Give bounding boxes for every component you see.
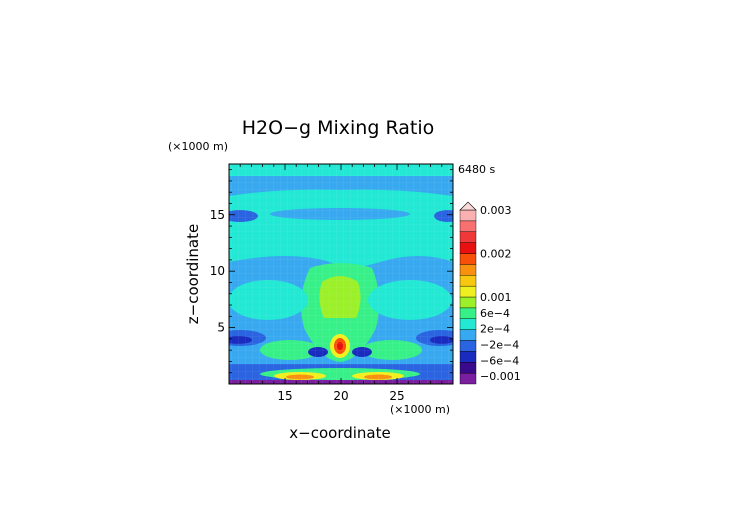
x-unit-label: (×1000 m) xyxy=(390,403,450,416)
colorbar-swatch xyxy=(459,318,477,330)
colorbar-swatch xyxy=(459,329,477,341)
heatmap-field xyxy=(229,164,453,384)
colorbar-swatch xyxy=(459,275,477,287)
colorbar: 0.003 0.002 0.001 6e−4 2e−4 −2e−4 −6e−4 −0.001 xyxy=(459,201,521,385)
x-tick-label: 20 xyxy=(333,389,348,403)
x-ticks: 15 20 25 xyxy=(228,164,454,403)
y-tick-label: 15 xyxy=(210,208,225,222)
colorbar-swatch xyxy=(459,307,477,319)
colorbar-label: 6e−4 xyxy=(480,307,510,320)
colorbar-swatch xyxy=(459,351,477,363)
y-tick-label: 10 xyxy=(210,264,225,278)
time-label: 6480 s xyxy=(458,163,495,176)
chart-title: H2O−g Mixing Ratio xyxy=(242,117,434,139)
colorbar-swatch xyxy=(459,340,477,352)
colorbar-label: 0.003 xyxy=(480,204,512,217)
colorbar-swatch xyxy=(459,253,477,265)
colorbar-label: 0.002 xyxy=(480,248,512,261)
y-tick-label: 5 xyxy=(217,321,225,335)
x-tick-label: 15 xyxy=(277,389,292,403)
colorbar-swatch xyxy=(459,285,477,298)
colorbar-swatch xyxy=(459,242,477,254)
colorbar-swatch xyxy=(459,220,477,232)
colorbar-label: −6e−4 xyxy=(480,354,519,367)
y-axis-label: z−coordinate xyxy=(184,224,202,324)
z-unit-label: (×1000 m) xyxy=(168,140,228,153)
colorbar-label: −0.001 xyxy=(480,370,521,383)
x-axis-label: x−coordinate xyxy=(289,424,390,442)
field-grid-overlay xyxy=(229,164,453,384)
colorbar-swatch xyxy=(459,264,477,276)
colorbar-swatch xyxy=(459,372,477,385)
colorbar-label: 2e−4 xyxy=(480,323,510,336)
colorbar-swatch xyxy=(459,362,477,374)
colorbar-swatch xyxy=(459,209,477,222)
colorbar-overflow-arrow xyxy=(459,201,477,211)
y-ticks: 5 10 15 xyxy=(210,169,453,374)
colorbar-swatch xyxy=(459,296,477,309)
colorbar-label: −2e−4 xyxy=(480,338,519,351)
colorbar-label: 0.001 xyxy=(480,291,512,304)
x-tick-label: 25 xyxy=(389,389,404,403)
colorbar-swatch xyxy=(459,231,477,243)
